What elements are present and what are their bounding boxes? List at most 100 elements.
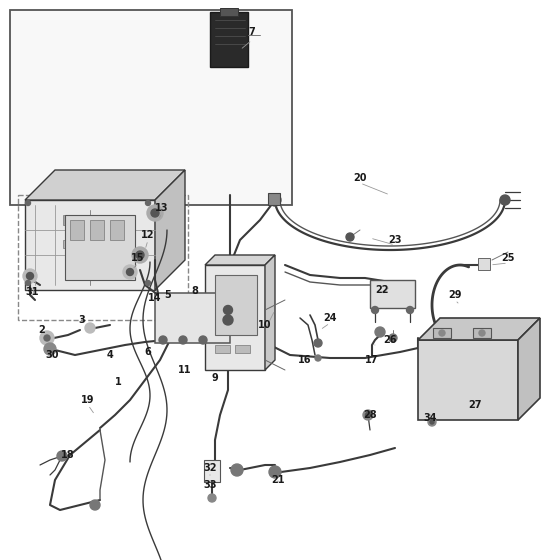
Circle shape [231, 464, 243, 476]
Circle shape [363, 410, 373, 420]
Text: 31: 31 [25, 287, 39, 297]
Bar [220, 8, 238, 16]
Bar [90, 220, 104, 240]
Circle shape [269, 194, 281, 206]
Text: 26: 26 [383, 335, 396, 345]
Circle shape [23, 269, 37, 283]
Text: 6: 6 [144, 347, 151, 357]
Text: 33: 33 [203, 480, 217, 490]
Circle shape [428, 418, 436, 426]
Circle shape [199, 336, 207, 344]
Circle shape [26, 281, 30, 286]
Text: 17: 17 [365, 355, 379, 365]
Bar [81, 215, 93, 225]
Circle shape [57, 451, 67, 461]
Text: 27: 27 [468, 400, 482, 410]
Bar [10, 10, 292, 205]
Text: 13: 13 [155, 203, 169, 213]
Circle shape [26, 200, 30, 206]
Circle shape [371, 306, 379, 314]
Bar [81, 240, 93, 248]
Bar [65, 215, 135, 280]
Text: 32: 32 [203, 463, 217, 473]
Circle shape [146, 200, 151, 206]
Circle shape [479, 330, 485, 336]
Text: 30: 30 [45, 350, 59, 360]
Circle shape [151, 209, 159, 217]
Circle shape [26, 273, 34, 279]
Text: 11: 11 [178, 365, 192, 375]
Bar [117, 215, 129, 225]
Circle shape [123, 265, 137, 279]
Bar [215, 275, 257, 335]
Text: 19: 19 [81, 395, 95, 405]
Text: 25: 25 [501, 253, 515, 263]
Bar [215, 345, 230, 353]
Bar [110, 220, 124, 240]
Text: 18: 18 [61, 450, 75, 460]
Text: 8: 8 [192, 286, 198, 296]
Bar [478, 338, 490, 350]
Text: 5: 5 [165, 290, 171, 300]
Bar [70, 220, 84, 240]
Bar [99, 240, 111, 248]
Polygon shape [205, 255, 275, 265]
Text: 14: 14 [148, 293, 162, 303]
Bar [63, 215, 75, 225]
Text: 10: 10 [258, 320, 272, 330]
Text: 1: 1 [115, 377, 122, 387]
Circle shape [430, 420, 434, 424]
Circle shape [90, 500, 100, 510]
Polygon shape [205, 265, 265, 370]
Circle shape [223, 306, 232, 315]
Circle shape [269, 466, 281, 478]
Circle shape [375, 327, 385, 337]
Text: 22: 22 [375, 285, 389, 295]
Circle shape [136, 251, 144, 259]
Text: 4: 4 [106, 350, 113, 360]
Polygon shape [155, 170, 185, 290]
Bar [63, 240, 75, 248]
Text: 16: 16 [298, 355, 312, 365]
Circle shape [44, 343, 56, 355]
Bar [155, 293, 230, 343]
Bar [268, 193, 280, 205]
Bar [235, 345, 250, 353]
Text: 9: 9 [212, 373, 218, 383]
Circle shape [40, 331, 54, 345]
Circle shape [159, 336, 167, 344]
Circle shape [389, 334, 397, 342]
Text: 2: 2 [39, 325, 45, 335]
Text: 3: 3 [78, 315, 85, 325]
Circle shape [127, 268, 133, 276]
Bar [370, 280, 415, 308]
Circle shape [44, 335, 50, 341]
Circle shape [365, 412, 371, 418]
Circle shape [147, 205, 163, 221]
Circle shape [179, 336, 187, 344]
Text: 7: 7 [249, 27, 255, 37]
Bar [473, 328, 491, 338]
Polygon shape [518, 318, 540, 420]
Text: 20: 20 [353, 173, 367, 183]
Bar [18, 195, 188, 320]
Text: 21: 21 [271, 475, 284, 485]
Text: 12: 12 [141, 230, 155, 240]
Circle shape [132, 247, 148, 263]
Circle shape [223, 315, 233, 325]
Circle shape [366, 413, 371, 418]
Circle shape [346, 233, 354, 241]
Circle shape [500, 195, 510, 205]
Circle shape [315, 355, 321, 361]
Polygon shape [25, 200, 155, 290]
Text: 28: 28 [363, 410, 377, 420]
Circle shape [208, 494, 216, 502]
Bar [99, 215, 111, 225]
Polygon shape [265, 255, 275, 370]
Circle shape [85, 323, 95, 333]
Bar [478, 258, 490, 270]
Text: 24: 24 [323, 313, 337, 323]
Text: 23: 23 [388, 235, 402, 245]
Text: 15: 15 [131, 253, 144, 263]
Polygon shape [418, 318, 540, 340]
